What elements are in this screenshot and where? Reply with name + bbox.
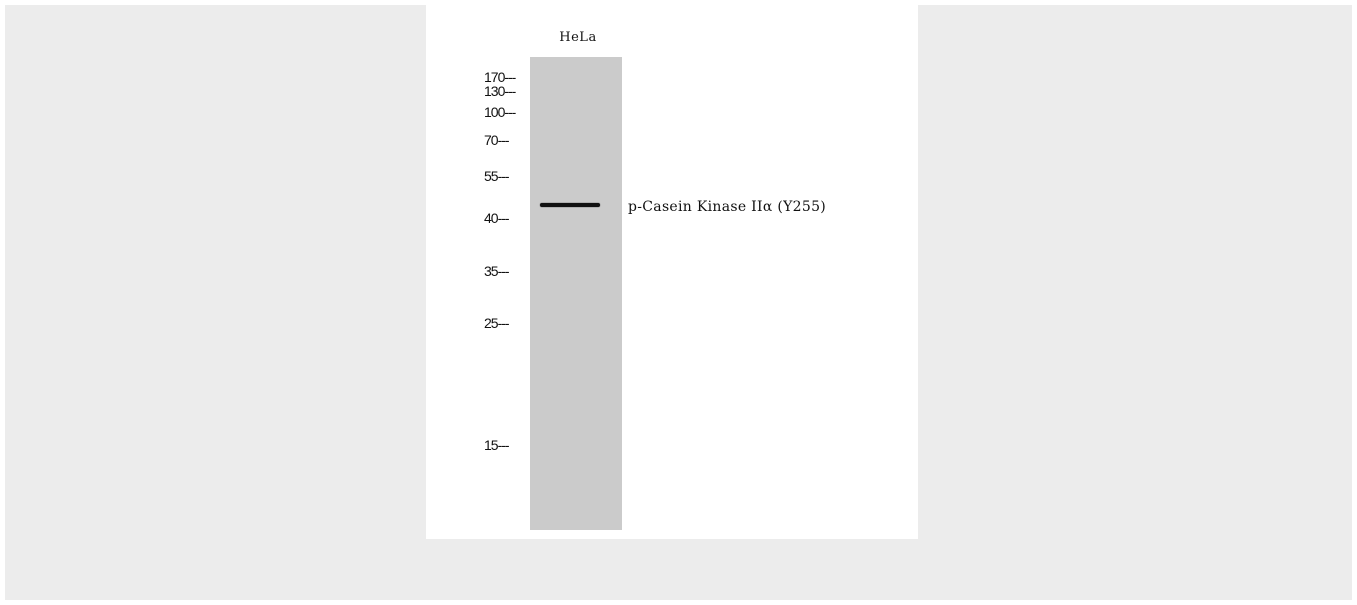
marker-70: 70---: [484, 132, 510, 148]
marker-100: 100---: [484, 104, 516, 120]
marker-130: 130---: [484, 83, 516, 99]
blot-lane: [530, 57, 622, 530]
marker-40: 40---: [484, 210, 510, 226]
lane-label: HeLa: [559, 30, 597, 45]
western-blot-figure: HeLa 170--- 130--- 100--- 70--- 55--- 40…: [426, 5, 918, 539]
band-label: p-Casein Kinase IIα (Y255): [628, 199, 827, 215]
marker-15: 15---: [484, 437, 510, 453]
marker-55: 55---: [484, 168, 510, 184]
marker-35: 35---: [484, 263, 510, 279]
marker-25: 25---: [484, 315, 510, 331]
marker-170: 170---: [484, 69, 516, 85]
protein-band: [540, 203, 600, 207]
